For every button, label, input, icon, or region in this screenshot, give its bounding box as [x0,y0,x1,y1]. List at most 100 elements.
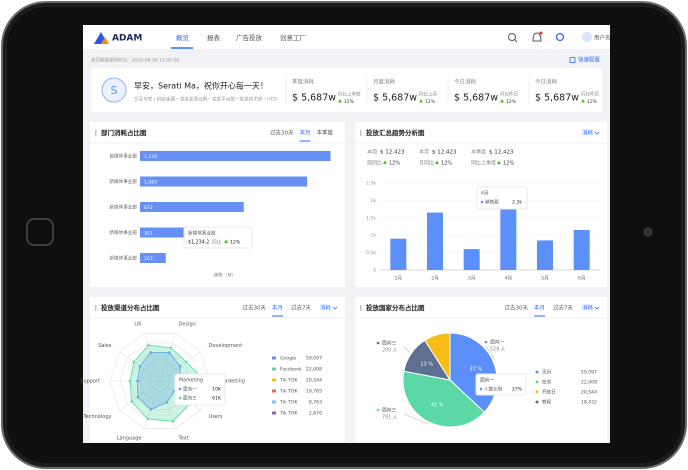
chevron-down [594,306,600,310]
tooltip-label: 人数比例 [484,386,503,393]
legend-value: 20,544 [581,390,597,396]
arrow-up [338,98,342,103]
chevron-down [594,131,600,135]
legend-value: 2,876 [309,411,322,417]
settings-icon[interactable] [555,32,565,42]
panel-title: 部门消耗占比图 [101,128,147,137]
value-label: 1,234 [144,154,157,160]
filter-tab[interactable]: 过去30天 [243,304,267,312]
quick-config-icon [569,57,576,63]
summary-change: 12% [441,161,452,167]
radar-axis [144,380,161,429]
tooltip-title: 面向一 [480,377,495,384]
y-tick-label: 2k [370,198,376,204]
tooltip-value: 61K [212,396,222,402]
tooltip-label: 面向一 [183,386,197,393]
bar [140,227,187,238]
arrow-up [497,160,501,164]
stat-compare: 同比昨日 [581,91,599,98]
profile-subtitle: 交互专家 | 蚂蚁金服－某某某事业群－某某平台部－某某技术部－UED [134,96,277,103]
stat-change: 12% [587,99,598,105]
stat-change: 12% [344,99,355,105]
annotation-name: 面向一 [490,339,505,346]
legend-dot [535,370,539,374]
filter-tab[interactable]: 过去30天 [505,304,529,312]
summary-value: $ 12,423 [432,150,457,156]
search-icon[interactable] [508,33,516,41]
value-label: 672 [144,205,153,211]
dropdown[interactable]: 消耗 [582,129,594,137]
tooltip [174,373,226,406]
dropdown[interactable]: 消耗 [582,304,594,312]
filter-tab[interactable]: 本月 [272,304,283,312]
legend-value: 59,097 [581,370,597,376]
radar-axis-label: Text [178,436,189,442]
filter-tab[interactable]: 本季度 [316,129,333,137]
annotation-count: 529 人 [490,347,506,353]
nav-item[interactable]: 概览 [176,33,190,42]
nav-item[interactable]: 广告投放 [236,33,263,42]
home-button[interactable] [26,218,54,246]
filter-tab[interactable]: 本月 [534,304,545,312]
nav-item[interactable]: 创意工厂 [280,33,307,42]
bar [140,151,331,161]
tooltip-value: 37% [512,387,523,393]
drag-handle [360,130,362,136]
filter-tab[interactable]: 本月 [299,129,310,137]
radar-point [171,420,175,423]
tooltip-change: 12% [230,240,241,246]
tooltip-value: $1,234.2 [188,240,209,246]
annotation-count: 200 人 [382,348,398,354]
legend-value: 22,008 [581,380,597,386]
summary-change: 12% [503,161,514,167]
radar-axis-label: Marketing [220,379,245,385]
drag-handle [95,305,97,311]
axis-label: 销售（M） [214,272,236,279]
legend-name: 教程 [542,399,552,406]
pie-slice [402,370,485,428]
annotation-leader [403,413,428,424]
radar-point [130,400,133,403]
stat-value: $ 5,687w [454,93,498,104]
stat-label: 月度消耗 [373,78,396,86]
drag-handle [360,305,362,311]
summary-compare: 月同比 [419,160,434,167]
filter-tab[interactable]: 过去7天 [291,304,311,312]
value-label: 37 % [470,366,483,372]
annotation-name: 面向三 [382,407,397,414]
stat-value: $ 5,687w [535,93,579,104]
bell-icon[interactable] [532,32,542,42]
arrow-up [419,98,423,103]
annotation-dot [376,341,380,345]
legend-swatch [272,389,276,393]
radar-point [136,379,139,383]
bar [573,229,590,270]
legend-name: 任务 [542,379,552,386]
annotation-leader [485,345,496,361]
welcome-card [91,68,602,112]
camera [643,227,653,237]
radar-point [168,351,171,354]
nav-item[interactable]: 报表 [207,33,221,42]
tooltip-dot [480,200,484,204]
filter-tab[interactable]: 过去7天 [553,304,573,312]
stat-compare: 同比上季度 [338,91,361,98]
dropdown[interactable]: 消耗 [320,304,332,312]
bar [500,189,517,270]
category-label: 新媒体事业部 [109,178,137,185]
filter-tab[interactable]: 过去30天 [270,129,294,137]
legend-value: 22,008 [306,367,322,373]
legend-name: Tik TOK [279,400,298,406]
search-icon-handle [514,39,518,43]
legend-value: 20,544 [306,378,322,384]
radar-axis-label: Users [209,414,223,420]
quick-config[interactable]: 快速配置 [578,56,601,64]
category-label: 新媒体事业部 [109,229,137,236]
radar-point [169,346,173,349]
bar [427,212,443,270]
stat-compare: 同比上月 [419,91,437,98]
legend-swatch [272,400,276,404]
user-avatar[interactable] [582,32,592,42]
pie-slice [424,332,451,382]
tooltip-label: 面向三 [183,395,197,402]
